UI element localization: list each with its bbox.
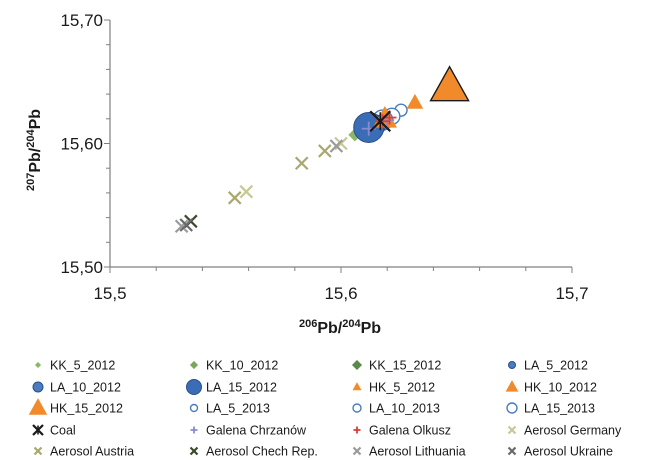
legend-item-aerosol-austria: Aerosol Austria bbox=[33, 445, 134, 459]
legend-label: KK_10_2012 bbox=[206, 359, 278, 373]
point-hk-15-2012 bbox=[429, 65, 470, 102]
tick-labels: 15,5 15,6 15,7 15,50 15,60 15,70 bbox=[60, 11, 588, 303]
point-galena-olkusz bbox=[375, 114, 390, 129]
point-aerosol-austria bbox=[294, 156, 309, 171]
legend-item-galena-chrzan-w: Galena Chrzanów bbox=[190, 424, 307, 438]
tick-marks bbox=[104, 19, 573, 273]
legend-item-hk-10-2012: HK_10_2012 bbox=[505, 380, 597, 395]
x-axis-title-sup2: 204 bbox=[342, 318, 361, 330]
legend-marker-aerosol-lithuania bbox=[352, 446, 362, 456]
legend-marker-kk-15-2012 bbox=[351, 359, 363, 371]
legend-label: LA_15_2013 bbox=[524, 402, 595, 416]
legend-marker-hk-15-2012 bbox=[28, 398, 48, 415]
y-axis-title-base1: Pb/ bbox=[27, 147, 44, 172]
legend-marker-la-5-2013 bbox=[189, 403, 199, 413]
legend-marker-la-5-2012 bbox=[508, 361, 516, 369]
legend-label: Galena Chrzanów bbox=[206, 424, 307, 438]
legend-label: Aerosol Chech Rep. bbox=[206, 445, 318, 459]
x-axis-title-base2: Pb bbox=[361, 320, 382, 337]
legend-marker-hk-5-2012 bbox=[352, 382, 362, 391]
y-tick-label: 15,50 bbox=[60, 258, 103, 277]
point-aerosol-austria bbox=[318, 144, 332, 158]
legend-marker-la-15-2013 bbox=[506, 402, 518, 414]
x-tick-label: 15,7 bbox=[555, 284, 588, 303]
legend-item-aerosol-lithuania: Aerosol Lithuania bbox=[352, 445, 466, 459]
x-axis-title-sup1: 206 bbox=[299, 318, 317, 330]
legend-item-la-10-2013: LA_10_2013 bbox=[352, 402, 440, 416]
point-aerosol-ukraine bbox=[179, 218, 194, 232]
legend-marker-galena-chrzan-w bbox=[190, 426, 198, 434]
legend-marker-aerosol-austria bbox=[33, 446, 43, 456]
data-points bbox=[174, 65, 470, 234]
point-coal bbox=[369, 110, 392, 133]
legend-item-la-15-2013: LA_15_2013 bbox=[506, 402, 595, 416]
legend-item-la-5-2013: LA_5_2013 bbox=[189, 402, 270, 416]
legend-item-aerosol-chech-rep: Aerosol Chech Rep. bbox=[189, 445, 318, 459]
y-tick-label: 15,60 bbox=[60, 135, 103, 154]
legend-item-kk-15-2012: KK_15_2012 bbox=[351, 359, 441, 373]
legend-label: Aerosol Austria bbox=[50, 445, 134, 459]
legend-label: LA_10_2013 bbox=[369, 402, 440, 416]
legend-marker-la-15-2012 bbox=[186, 379, 202, 395]
legend-item-aerosol-ukraine: Aerosol Ukraine bbox=[507, 445, 613, 459]
legend-item-la-10-2012: LA_10_2012 bbox=[32, 381, 121, 395]
legend-label: KK_15_2012 bbox=[369, 359, 441, 373]
legend-item-aerosol-germany: Aerosol Germany bbox=[507, 424, 622, 438]
legend-marker-aerosol-chech-rep bbox=[189, 446, 199, 456]
point-aerosol-lithuania bbox=[174, 219, 189, 234]
x-tick-label: 15,6 bbox=[324, 284, 357, 303]
legend-label: Aerosol Lithuania bbox=[369, 445, 466, 459]
legend-marker-coal bbox=[32, 424, 44, 436]
legend-marker-hk-10-2012 bbox=[505, 380, 519, 392]
legend: KK_5_2012 KK_10_2012 KK_15_2012 LA_5_2012 LA… bbox=[28, 359, 622, 459]
y-tick-label: 15,70 bbox=[60, 11, 103, 30]
point-hk-5-2012 bbox=[406, 93, 424, 109]
legend-label: HK_15_2012 bbox=[50, 402, 123, 416]
legend-label: Coal bbox=[50, 424, 76, 438]
y-axis-title-sup2: 204 bbox=[25, 129, 37, 148]
legend-item-coal: Coal bbox=[32, 424, 76, 438]
legend-marker-aerosol-ukraine bbox=[507, 446, 517, 456]
legend-label: LA_15_2012 bbox=[206, 381, 277, 395]
legend-item-hk-5-2012: HK_5_2012 bbox=[352, 381, 435, 395]
legend-marker-kk-5-2012 bbox=[34, 361, 42, 369]
point-aerosol-germany bbox=[239, 184, 254, 199]
legend-marker-la-10-2013 bbox=[352, 403, 362, 413]
y-axis-title: 207Pb/204Pb bbox=[25, 109, 44, 191]
legend-item-kk-5-2012: KK_5_2012 bbox=[34, 359, 115, 373]
legend-item-la-5-2012: LA_5_2012 bbox=[508, 359, 588, 373]
legend-label: LA_5_2012 bbox=[524, 359, 588, 373]
legend-label: Aerosol Ukraine bbox=[524, 445, 613, 459]
legend-item-galena-olkusz: Galena Olkusz bbox=[353, 424, 451, 438]
legend-label: Aerosol Germany bbox=[524, 424, 622, 438]
legend-label: HK_10_2012 bbox=[524, 381, 597, 395]
legend-marker-kk-10-2012 bbox=[189, 360, 199, 370]
x-tick-label: 15,5 bbox=[93, 284, 126, 303]
legend-item-hk-15-2012: HK_15_2012 bbox=[28, 398, 123, 416]
legend-marker-aerosol-germany bbox=[507, 425, 517, 435]
legend-label: LA_10_2012 bbox=[50, 381, 121, 395]
legend-marker-la-10-2012 bbox=[32, 381, 44, 393]
legend-label: LA_5_2013 bbox=[206, 402, 270, 416]
y-axis-title-base2: Pb bbox=[27, 109, 44, 130]
legend-marker-galena-olkusz bbox=[353, 426, 361, 434]
legend-label: Galena Olkusz bbox=[369, 424, 451, 438]
legend-item-la-15-2012: LA_15_2012 bbox=[186, 379, 277, 395]
x-axis-title: 206Pb/204Pb bbox=[299, 318, 381, 337]
x-axis-title-base1: Pb/ bbox=[317, 320, 342, 337]
legend-item-kk-10-2012: KK_10_2012 bbox=[189, 359, 278, 373]
y-axis-title-sup1: 207 bbox=[25, 173, 37, 191]
point-aerosol-austria bbox=[227, 191, 242, 205]
point-aerosol-lithuania bbox=[329, 139, 344, 153]
legend-label: HK_5_2012 bbox=[369, 381, 435, 395]
legend-label: KK_5_2012 bbox=[50, 359, 115, 373]
